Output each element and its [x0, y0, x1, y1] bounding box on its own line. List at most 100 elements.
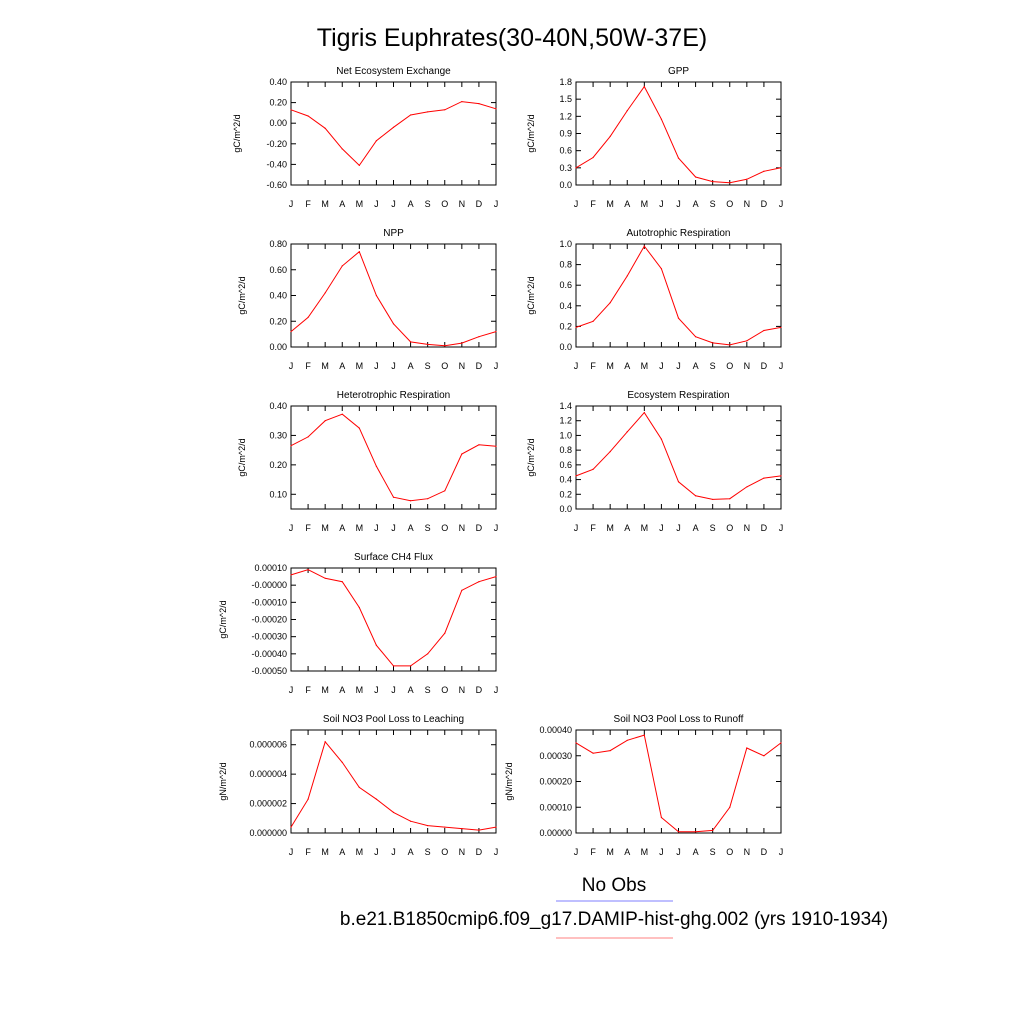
y-tick-label: -0.60 — [266, 180, 287, 190]
plot-frame — [290, 405, 497, 510]
data-point — [660, 118, 663, 120]
data-point — [729, 498, 731, 500]
y-tick-label: 1.2 — [559, 111, 572, 121]
x-tick-label: J — [374, 523, 379, 533]
data-point — [444, 632, 446, 634]
x-tick-label: N — [744, 523, 751, 533]
y-tick-label: 0.8 — [559, 260, 572, 270]
x-tick-label: A — [408, 685, 414, 695]
data-point — [677, 317, 680, 319]
panel-title-autotrophic-respiration: Autotrophic Respiration — [627, 228, 731, 239]
panel-title-soil-no3-pool-loss-to-leaching: Soil NO3 Pool Loss to Leaching — [323, 714, 464, 725]
y-tick-label: 0.000000 — [249, 828, 287, 838]
x-tick-label: D — [476, 361, 483, 371]
data-point — [478, 829, 480, 831]
data-point — [495, 575, 497, 578]
x-tick-label: O — [441, 685, 448, 695]
data-point — [358, 786, 360, 788]
y-tick-label: -0.00040 — [251, 649, 287, 659]
x-tick-label: N — [744, 199, 751, 209]
data-point — [392, 665, 395, 667]
x-tick-label: A — [408, 847, 414, 857]
x-tick-label: J — [659, 523, 664, 533]
x-tick-label: M — [641, 523, 649, 533]
y-tick-label: 0.00010 — [254, 563, 287, 573]
x-tick-label: D — [476, 199, 483, 209]
data-point — [592, 468, 594, 470]
x-tick-label: F — [305, 847, 311, 857]
x-tick-label: J — [779, 523, 784, 533]
data-point — [729, 344, 731, 346]
y-tick-label: 1.0 — [559, 430, 572, 440]
x-tick-label: J — [779, 199, 784, 209]
x-tick-label: J — [494, 361, 499, 371]
x-tick-label: J — [676, 361, 681, 371]
x-tick-label: J — [779, 361, 784, 371]
x-tick-label: A — [693, 199, 699, 209]
panel-title-net-ecosystem-exchange: Net Ecosystem Exchange — [336, 66, 451, 77]
data-point — [712, 180, 714, 183]
data-point — [592, 320, 594, 322]
data-point — [358, 427, 360, 429]
panel-title-gpp: GPP — [668, 66, 689, 77]
y-axis-label: gN/m^2/d — [218, 762, 228, 800]
plot-frame — [575, 81, 782, 186]
data-point — [290, 330, 292, 333]
panel-title-npp: NPP — [383, 228, 404, 239]
y-tick-label: 0.4 — [559, 301, 572, 311]
data-point — [592, 156, 594, 159]
y-tick-label: 0.0 — [559, 180, 572, 190]
data-point — [643, 734, 645, 736]
data-point — [575, 475, 577, 477]
x-tick-label: D — [476, 523, 483, 533]
data-point — [444, 826, 446, 828]
data-point — [392, 126, 395, 128]
y-axis-label: gC/m^2/d — [526, 276, 536, 314]
x-tick-label: S — [425, 523, 431, 533]
data-point — [427, 111, 429, 113]
x-tick-label: M — [356, 361, 364, 371]
data-point — [712, 342, 714, 344]
series-line-gpp — [575, 85, 782, 184]
data-point — [694, 831, 697, 833]
data-point — [392, 811, 395, 814]
data-point — [341, 761, 343, 763]
data-point — [461, 589, 463, 591]
data-point — [746, 340, 748, 342]
y-tick-label: 0.9 — [559, 129, 572, 139]
x-tick-label: F — [305, 523, 311, 533]
data-point — [763, 755, 765, 757]
data-point — [780, 167, 782, 169]
data-point — [324, 127, 326, 129]
x-tick-label: M — [356, 199, 364, 209]
data-point — [341, 265, 343, 267]
y-tick-label: 0.6 — [559, 460, 572, 470]
y-tick-label: -0.20 — [266, 139, 287, 149]
data-point — [307, 115, 309, 117]
x-tick-label: J — [391, 199, 396, 209]
x-tick-label: A — [408, 199, 414, 209]
data-point — [626, 275, 628, 277]
x-tick-label: D — [761, 361, 768, 371]
y-axis-label: gC/m^2/d — [526, 114, 536, 152]
y-tick-label: 0.00 — [269, 118, 287, 128]
data-point — [358, 251, 360, 253]
x-tick-label: J — [391, 847, 396, 857]
y-tick-label: 0.000006 — [249, 740, 287, 750]
data-point — [375, 644, 378, 646]
data-point — [677, 831, 680, 833]
x-tick-label: J — [391, 361, 396, 371]
x-tick-label: S — [425, 685, 431, 695]
x-tick-label: J — [494, 847, 499, 857]
x-tick-label: F — [590, 361, 596, 371]
data-point — [375, 294, 378, 297]
data-point — [375, 140, 378, 142]
y-tick-label: 0.4 — [559, 475, 572, 485]
